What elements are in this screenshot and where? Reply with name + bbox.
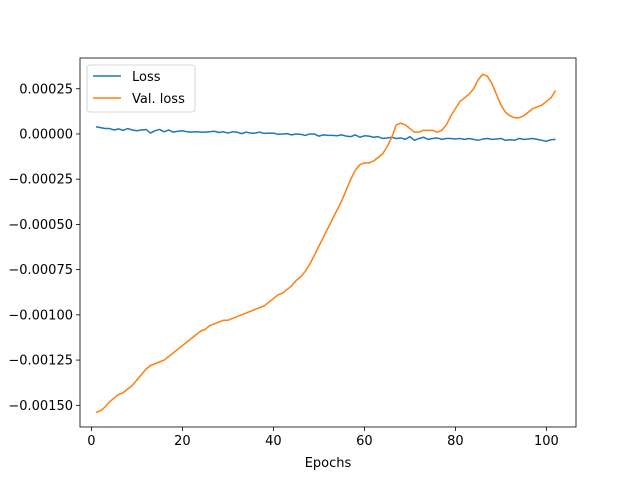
legend-label-loss: Loss: [132, 70, 161, 85]
x-axis-label: Epochs: [305, 456, 352, 471]
plot-area-frame: [79, 57, 577, 428]
y-tick-label: −0.00100: [8, 308, 73, 323]
series-line-val-loss: [95, 73, 557, 414]
legend: Loss Val. loss: [86, 64, 196, 113]
y-tick-label: −0.00025: [8, 173, 73, 188]
y-tick-label: −0.00075: [8, 263, 73, 278]
x-axis-ticks: 0 20 40 60 80 100: [87, 427, 559, 449]
series-lines: [95, 73, 557, 414]
x-tick-label: 20: [174, 434, 191, 449]
y-tick-label: −0.00050: [8, 218, 73, 233]
series-line-loss: [95, 126, 556, 142]
legend-label-val-loss: Val. loss: [132, 92, 185, 107]
x-tick-label: 80: [447, 434, 464, 449]
x-tick-label: 100: [534, 434, 559, 449]
y-tick-label: −0.00125: [8, 354, 73, 369]
x-tick-label: 0: [87, 434, 95, 449]
x-tick-label: 60: [356, 434, 373, 449]
y-tick-label: 0.00025: [19, 82, 73, 97]
y-tick-label: −0.00150: [8, 399, 73, 414]
y-tick-label: 0.00000: [19, 127, 73, 142]
x-tick-label: 40: [265, 434, 282, 449]
y-axis-ticks: −0.00150 −0.00125 −0.00100 −0.00075 −0.00050…: [8, 82, 80, 414]
